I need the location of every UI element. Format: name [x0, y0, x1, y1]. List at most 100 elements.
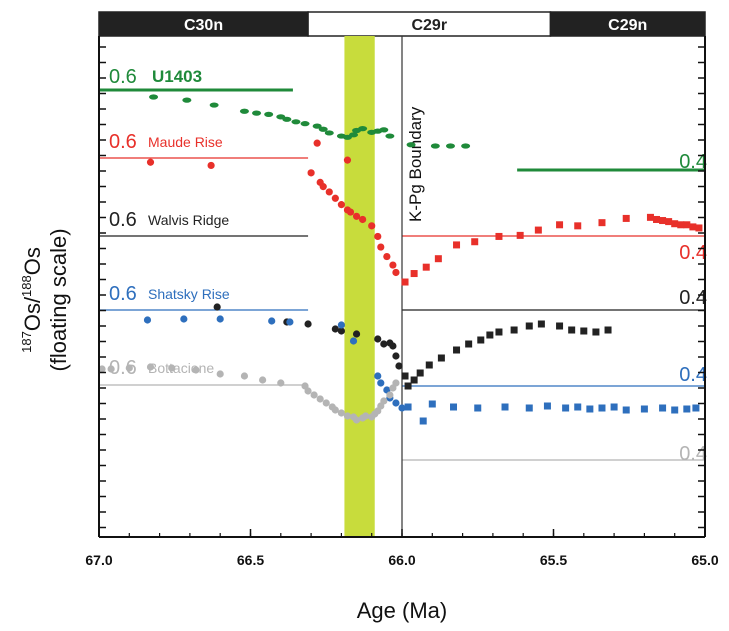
chron-label: C29r [411, 17, 447, 34]
data-point [337, 327, 345, 335]
data-point [180, 315, 188, 323]
data-point [259, 376, 267, 384]
data-point [352, 330, 361, 338]
data-point [422, 263, 430, 271]
data-point [401, 278, 409, 286]
x-tick-label: 66.5 [237, 552, 264, 568]
data-point [471, 238, 479, 246]
data-point [486, 331, 494, 339]
chron-label: C29n [608, 17, 647, 34]
data-point [419, 417, 427, 425]
data-point [525, 404, 533, 412]
series-name-label: Bottacione [148, 360, 214, 376]
series-name-label: U1403 [152, 67, 202, 86]
x-axis-title: Age (Ma) [357, 598, 447, 623]
data-point [568, 326, 576, 334]
data-point [216, 370, 224, 378]
data-point [495, 232, 503, 240]
highlight-band [344, 36, 375, 537]
data-point [107, 365, 115, 373]
data-point [434, 255, 442, 263]
data-point [316, 395, 324, 403]
data-point [325, 188, 333, 196]
data-point [239, 108, 249, 114]
data-point [453, 241, 461, 249]
x-tick-label: 67.0 [85, 552, 112, 568]
data-point [213, 303, 221, 311]
data-point [659, 404, 667, 412]
data-point [592, 328, 600, 336]
data-point [282, 116, 292, 122]
data-point [252, 110, 262, 116]
series-name-label: Maude Rise [148, 134, 223, 150]
chron-c29r [307, 11, 552, 37]
data-point [392, 268, 400, 277]
data-point [98, 365, 106, 373]
data-point [556, 221, 564, 229]
data-point [264, 111, 274, 117]
data-point [207, 161, 215, 170]
data-point [377, 379, 385, 387]
data-point [425, 361, 433, 369]
data-point [286, 318, 294, 326]
data-point [683, 221, 691, 229]
data-point [604, 326, 612, 334]
data-point [474, 404, 482, 412]
x-tick-label: 65.5 [540, 552, 567, 568]
data-point [358, 126, 368, 132]
data-point [392, 379, 400, 387]
data-point [304, 387, 312, 395]
x-tick-label: 66.0 [388, 552, 415, 568]
data-point [352, 212, 361, 220]
series-name-label: Walvis Ridge [148, 212, 229, 228]
data-point [385, 133, 395, 139]
data-point [359, 215, 367, 224]
data-point [337, 321, 345, 329]
x-tick-label: 65.0 [691, 552, 718, 568]
plot-frame [98, 36, 706, 538]
data-point [574, 222, 582, 230]
data-point [406, 142, 416, 148]
data-point [453, 346, 461, 354]
data-point [379, 127, 389, 133]
data-point [143, 316, 152, 324]
data-point [671, 406, 679, 414]
data-point [653, 215, 661, 223]
data-point [374, 232, 382, 241]
series-right-value-label: 0.4 [679, 287, 707, 309]
data-point [501, 403, 509, 411]
data-point [337, 409, 345, 417]
data-point [430, 143, 440, 149]
data-point [525, 322, 533, 330]
data-point [331, 194, 339, 202]
data-point [389, 342, 397, 350]
data-point [410, 270, 418, 278]
data-point [510, 326, 518, 334]
data-point [689, 223, 697, 231]
series-name-label: Shatsky Rise [148, 286, 230, 302]
data-point [392, 399, 400, 407]
y-axis-title-line1: 187Os/188Os [19, 247, 45, 353]
data-point [310, 391, 318, 399]
data-point [477, 336, 485, 344]
data-point [277, 379, 285, 387]
data-point [416, 369, 424, 377]
kpg-boundary-label: K-Pg Boundary [406, 106, 425, 222]
data-point [450, 403, 458, 411]
data-point [146, 158, 155, 166]
series-value-label: 0.6 [109, 66, 137, 88]
data-point [671, 220, 679, 228]
data-point [437, 354, 445, 362]
data-point [534, 226, 542, 234]
data-point [304, 320, 312, 328]
data-point [374, 372, 382, 380]
data-point [149, 94, 159, 100]
series-right-value-label: 0.4 [679, 364, 707, 386]
data-point [346, 208, 355, 216]
data-point [192, 366, 200, 374]
data-point [300, 121, 310, 127]
data-point [343, 156, 352, 164]
series-right-value-label: 0.4 [679, 151, 707, 173]
data-point [383, 252, 391, 261]
data-point [677, 221, 685, 229]
